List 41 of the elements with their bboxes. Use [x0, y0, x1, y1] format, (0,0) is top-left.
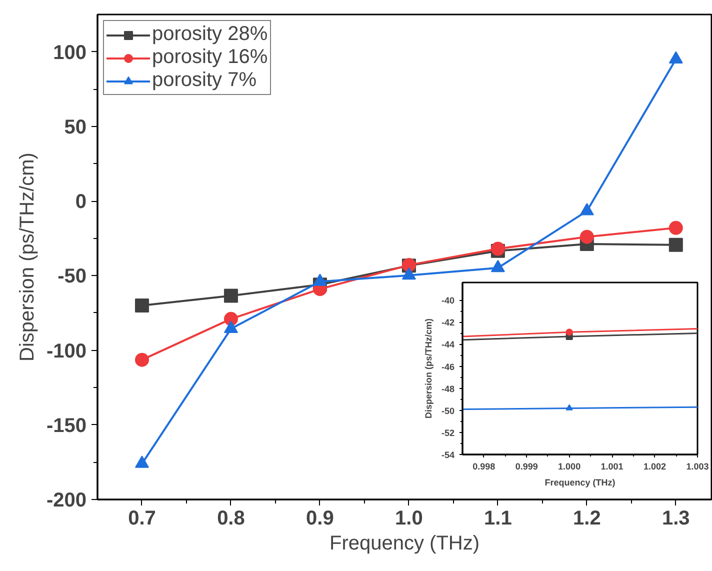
x-tick-label: 0.8 [217, 508, 245, 530]
x-tick-label: 1.002 [644, 462, 666, 472]
y-tick-label: -100 [46, 340, 86, 362]
x-tick-label: 0.998 [472, 462, 496, 472]
x-tick-label: 1.000 [558, 462, 581, 472]
legend-label: porosity 28% [152, 23, 268, 46]
y-tick-label: -52 [441, 428, 455, 438]
y-tick-label: -46 [441, 362, 455, 372]
y-tick-label: -44 [441, 340, 455, 350]
y-tick-label: 0 [75, 191, 86, 214]
y-tick-label: -150 [46, 414, 86, 437]
legend-label: porosity 16% [152, 46, 268, 69]
y-tick-label: -54 [441, 450, 455, 460]
y-axis-title: Dispersion (ps/THz/cm) [16, 152, 38, 362]
point [224, 288, 238, 303]
x-axis-title: Frequency (THz) [329, 532, 480, 554]
y-tick-label: -200 [46, 490, 86, 512]
y-tick-label: -50 [58, 266, 86, 288]
point [668, 220, 683, 235]
y-tick-label: -50 [441, 406, 455, 416]
x-tick-label: 1.3 [662, 508, 690, 530]
x-tick-label: 0.7 [128, 508, 156, 530]
y-tick-label: -42 [441, 318, 455, 328]
point [134, 352, 149, 367]
x-axis-title: Frequency (THz) [544, 478, 616, 488]
x-tick-label: 1.2 [573, 508, 601, 530]
y-tick-label: 50 [64, 116, 87, 138]
point [668, 238, 683, 252]
y-axis-title: Dispersion (ps/THz/cm) [423, 318, 434, 419]
x-tick-label: 1.001 [600, 462, 624, 472]
x-tick-label: 0.999 [515, 462, 538, 472]
legend-label: porosity 7% [152, 69, 256, 92]
x-tick-label: 1.0 [395, 508, 423, 530]
y-tick-label: 100 [53, 42, 87, 64]
x-tick-label: 1.1 [484, 508, 512, 530]
point [134, 298, 149, 312]
point [580, 230, 594, 244]
x-tick-label: 1.003 [686, 462, 709, 472]
x-tick-label: 0.9 [306, 508, 334, 530]
y-tick-label: -48 [441, 384, 455, 394]
y-tick-label: -40 [441, 296, 455, 306]
